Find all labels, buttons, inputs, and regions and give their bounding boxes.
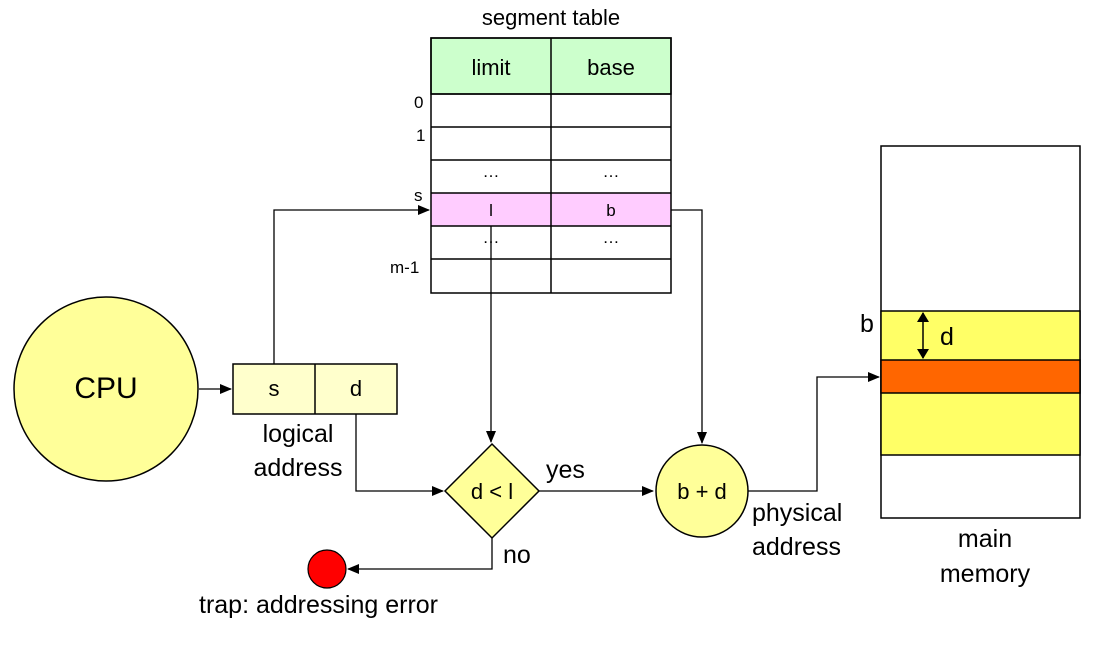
header-limit: limit bbox=[471, 55, 511, 80]
comparator-no: no bbox=[503, 541, 531, 569]
row-label-0: 0 bbox=[414, 93, 424, 112]
comparator-label: d < l bbox=[470, 479, 514, 504]
selected-base: b bbox=[606, 201, 616, 220]
trap-circle bbox=[307, 549, 347, 589]
row-label-m-1: m-1 bbox=[390, 258, 420, 277]
memory-b-label: b bbox=[860, 310, 874, 338]
adder-label: b + d bbox=[677, 479, 727, 504]
logical-d: d bbox=[349, 376, 363, 401]
logical-s: s bbox=[268, 376, 280, 401]
segment-table-title: segment table bbox=[481, 5, 621, 30]
row-label-s: s bbox=[414, 186, 423, 205]
cpu-label: CPU bbox=[74, 372, 138, 405]
arrow-adder-to-memory bbox=[748, 372, 880, 492]
selected-limit: l bbox=[489, 201, 493, 220]
ellipsis-limit-1: … bbox=[482, 162, 500, 181]
header-base: base bbox=[587, 55, 635, 80]
physical-line1: physical bbox=[752, 499, 843, 527]
logical-caption-line1: logical bbox=[262, 420, 334, 448]
arrow-base-to-adder bbox=[671, 209, 707, 444]
arrow-d-to-comparator bbox=[355, 414, 444, 496]
segment-table bbox=[430, 37, 672, 294]
memory-caption-line1: main bbox=[957, 525, 1013, 553]
row-label-1: 1 bbox=[416, 126, 426, 145]
arrow-s-to-table bbox=[273, 205, 430, 364]
main-memory bbox=[880, 145, 1081, 519]
memory-target-word bbox=[880, 359, 1081, 394]
physical-line2: address bbox=[752, 533, 841, 561]
memory-d-label: d bbox=[940, 323, 954, 351]
ellipsis-limit-2: … bbox=[482, 228, 500, 247]
arrow-no-to-trap bbox=[347, 538, 493, 574]
ellipsis-base-2: … bbox=[602, 228, 620, 247]
cpu-circle bbox=[13, 296, 199, 482]
trap-label: trap: addressing error bbox=[199, 591, 439, 619]
ellipsis-base-1: … bbox=[602, 162, 620, 181]
logical-caption-line2: address bbox=[253, 454, 343, 482]
memory-caption-line2: memory bbox=[939, 560, 1031, 588]
comparator-yes: yes bbox=[546, 456, 585, 484]
